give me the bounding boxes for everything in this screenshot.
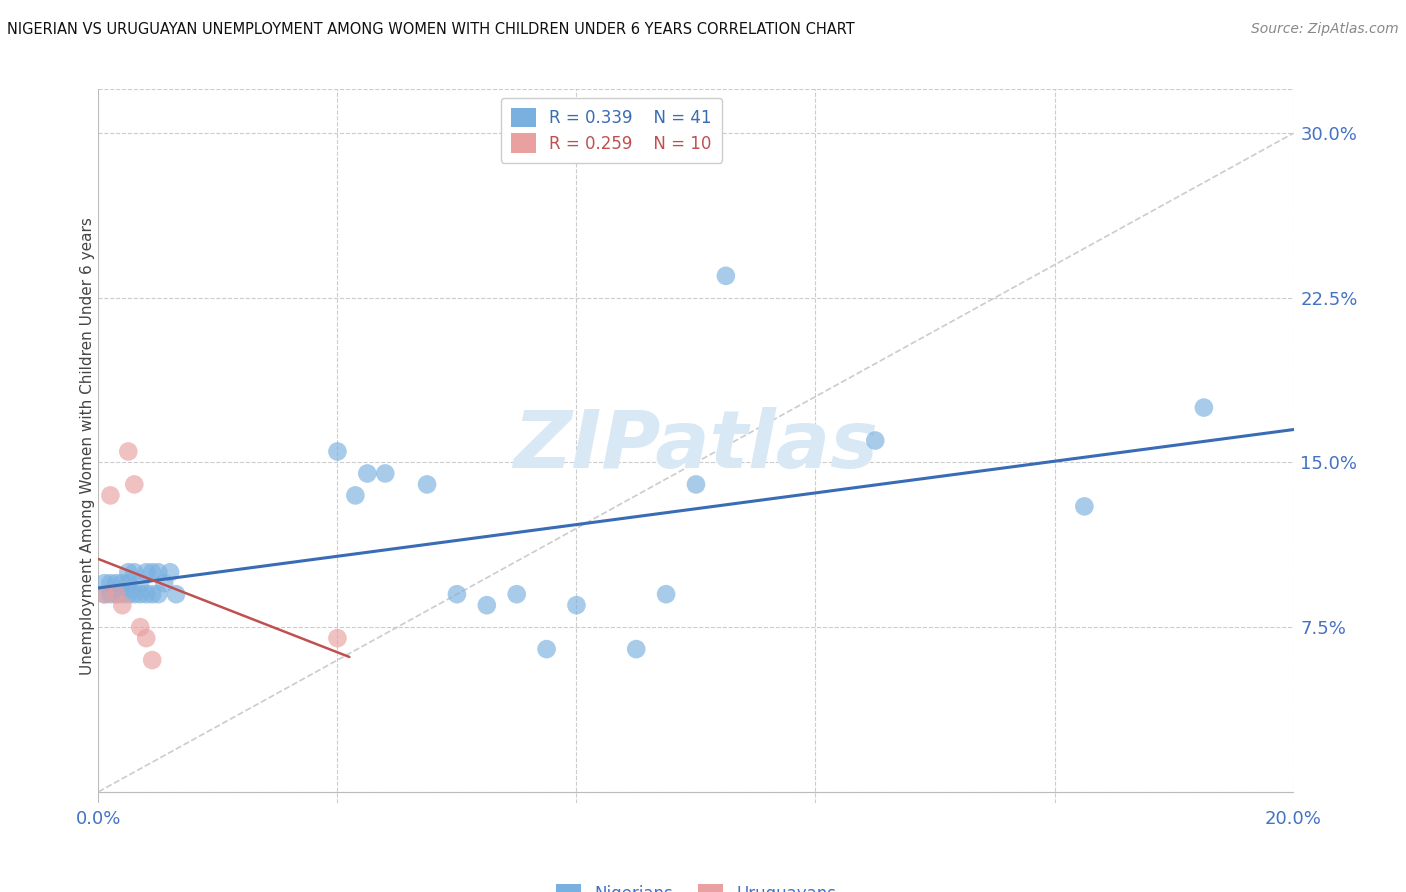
- Text: NIGERIAN VS URUGUAYAN UNEMPLOYMENT AMONG WOMEN WITH CHILDREN UNDER 6 YEARS CORRE: NIGERIAN VS URUGUAYAN UNEMPLOYMENT AMONG…: [7, 22, 855, 37]
- Point: [148, 566, 170, 580]
- Point: [98, 488, 122, 502]
- Point: [124, 477, 146, 491]
- Point: [117, 444, 139, 458]
- Point: [446, 587, 468, 601]
- Point: [506, 587, 529, 601]
- Point: [111, 587, 134, 601]
- Point: [714, 268, 737, 283]
- Point: [153, 576, 176, 591]
- Point: [1073, 500, 1095, 514]
- Text: Source: ZipAtlas.com: Source: ZipAtlas.com: [1251, 22, 1399, 37]
- Point: [105, 587, 128, 601]
- Point: [93, 576, 115, 591]
- Point: [98, 576, 122, 591]
- Point: [141, 653, 163, 667]
- Point: [141, 587, 163, 601]
- Point: [135, 566, 157, 580]
- Point: [93, 587, 115, 601]
- Point: [129, 620, 152, 634]
- Point: [124, 587, 146, 601]
- Point: [326, 444, 349, 458]
- Point: [129, 587, 152, 601]
- Point: [685, 477, 707, 491]
- Point: [1192, 401, 1215, 415]
- Legend: Nigerians, Uruguayans: Nigerians, Uruguayans: [547, 875, 845, 892]
- Point: [111, 598, 134, 612]
- Point: [416, 477, 439, 491]
- Point: [655, 587, 678, 601]
- Point: [124, 566, 146, 580]
- Point: [536, 642, 558, 657]
- Point: [129, 576, 152, 591]
- Point: [117, 576, 139, 591]
- Point: [565, 598, 588, 612]
- Point: [93, 587, 115, 601]
- Point: [624, 642, 647, 657]
- Point: [105, 576, 128, 591]
- Point: [374, 467, 396, 481]
- Y-axis label: Unemployment Among Women with Children Under 6 years: Unemployment Among Women with Children U…: [80, 217, 94, 675]
- Point: [111, 576, 134, 591]
- Point: [105, 587, 128, 601]
- Point: [165, 587, 187, 601]
- Point: [326, 631, 349, 645]
- Point: [98, 587, 122, 601]
- Point: [159, 566, 181, 580]
- Point: [117, 566, 139, 580]
- Text: ZIPatlas: ZIPatlas: [513, 407, 879, 485]
- Point: [475, 598, 498, 612]
- Point: [148, 587, 170, 601]
- Point: [865, 434, 887, 448]
- Point: [135, 587, 157, 601]
- Point: [117, 587, 139, 601]
- Point: [135, 631, 157, 645]
- Point: [141, 566, 163, 580]
- Point: [344, 488, 367, 502]
- Point: [356, 467, 378, 481]
